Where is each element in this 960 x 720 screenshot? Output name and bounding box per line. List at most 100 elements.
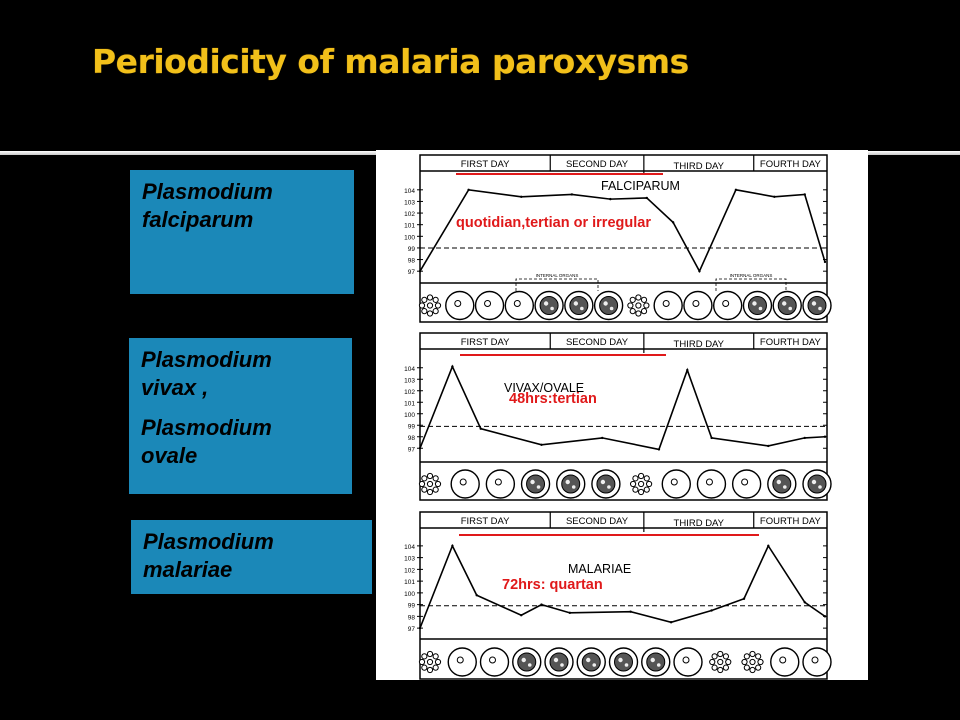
- temperature-point: [451, 544, 454, 548]
- blood-cell-dark: [772, 290, 802, 321]
- blood-cell-cluster: [629, 472, 653, 496]
- merozoite: [418, 480, 426, 488]
- merozoite: [418, 658, 426, 666]
- blood-cell-dark: [593, 290, 624, 321]
- merozoite: [421, 653, 428, 660]
- merozoite: [643, 475, 650, 482]
- y-tick-label: 103: [404, 199, 415, 206]
- ring-parasite: [670, 478, 678, 486]
- schizont: [646, 652, 666, 672]
- temperature-point: [823, 615, 827, 618]
- species-title: VIVAX/OVALE: [504, 381, 584, 395]
- schizont: [772, 474, 792, 494]
- ring-parasite: [692, 300, 700, 307]
- species-title: MALARIAE: [568, 562, 631, 576]
- label-falciparum: Plasmodium falciparum: [130, 170, 354, 294]
- ring-parasite: [722, 300, 730, 307]
- temperature-point: [803, 601, 806, 604]
- temperature-point: [710, 609, 713, 612]
- merozoite: [637, 472, 645, 480]
- merozoite: [434, 302, 442, 309]
- blood-cell-dark: [512, 647, 542, 677]
- merozoite: [426, 650, 434, 658]
- schizont-spot: [530, 479, 535, 485]
- schizont: [569, 296, 589, 315]
- schizont-spot: [550, 306, 554, 311]
- day-label: FIRST DAY: [461, 516, 510, 527]
- y-tick-label: 98: [408, 258, 416, 265]
- temperature-point: [540, 603, 543, 606]
- schizont: [517, 652, 537, 672]
- y-tick-label: 102: [404, 389, 415, 396]
- blood-cell-ring: [447, 647, 477, 677]
- schizont-spot: [560, 663, 564, 667]
- label-line: Plasmodium: [142, 179, 273, 204]
- temperature-series: [419, 364, 826, 451]
- merozoite: [717, 658, 724, 666]
- schizont-spot: [624, 663, 629, 667]
- schizont: [599, 296, 619, 315]
- y-tick-label: 98: [408, 435, 416, 442]
- merozoite: [749, 650, 756, 658]
- blood-cell-ring: [653, 290, 683, 321]
- ring-parasite: [741, 478, 749, 486]
- merozoite: [627, 302, 634, 309]
- merozoite: [637, 488, 645, 496]
- y-tick-label: 98: [408, 614, 416, 621]
- blood-cell-dark: [591, 469, 621, 499]
- temperature-point: [418, 447, 422, 450]
- internal-organs-bracket: [715, 278, 787, 291]
- blood-cell-dark: [534, 290, 564, 321]
- y-tick-label: 103: [404, 556, 415, 563]
- merozoite: [432, 653, 439, 660]
- schizont-spot: [521, 657, 526, 663]
- chart-panel-2: FIRST DAY SECOND DAY THIRD DAY FOURTH DAY 10…: [404, 332, 832, 501]
- merozoite: [643, 302, 650, 309]
- merozoite: [629, 308, 636, 315]
- y-tick-label: 101: [404, 400, 415, 407]
- blood-cell-ring: [661, 469, 691, 499]
- temperature-point: [475, 594, 478, 597]
- paroxysm-charts: FIRST DAY SECOND DAY THIRD DAY FOURTH DAY 10…: [404, 154, 832, 680]
- blood-cell-ring: [445, 290, 475, 321]
- schizont-spot: [650, 657, 655, 663]
- label-line: Plasmodium: [143, 529, 274, 554]
- schizont-spot: [527, 663, 532, 667]
- merozoite: [643, 486, 650, 493]
- chart-panel-1: FIRST DAY SECOND DAY THIRD DAY FOURTH DAY 10…: [404, 154, 832, 323]
- y-tick-label: 99: [408, 603, 416, 610]
- temperature-point: [773, 195, 776, 198]
- day-label: THIRD DAY: [674, 518, 725, 529]
- blood-cell-cluster: [418, 294, 442, 317]
- y-tick-label: 97: [408, 269, 416, 276]
- schizont: [807, 474, 827, 494]
- schizont: [526, 474, 546, 494]
- blood-cell-ring: [479, 647, 510, 677]
- y-tick-label: 101: [404, 223, 415, 230]
- schizont: [539, 296, 559, 315]
- merozoite: [426, 472, 434, 480]
- temperature-point: [609, 197, 612, 201]
- ring-parasite: [454, 300, 462, 307]
- y-tick-label: 102: [404, 211, 415, 218]
- temperature-point: [669, 621, 673, 624]
- label-line: Plasmodium vivax ,: [141, 347, 272, 400]
- temperature-series: [419, 543, 826, 629]
- schizont-spot: [811, 301, 817, 306]
- merozoite: [434, 480, 442, 488]
- day-label: FIRST DAY: [461, 159, 510, 170]
- schizont-spot: [536, 485, 541, 489]
- schizont-spot: [618, 657, 623, 663]
- periodicity-annotation: quotidian,tertian or irregular: [456, 215, 651, 231]
- blood-cell-dark: [742, 290, 773, 321]
- chart-frame: [419, 154, 828, 323]
- merozoite: [743, 664, 750, 671]
- schizont: [581, 652, 601, 672]
- schizont: [596, 474, 616, 494]
- label-line: malariae: [143, 557, 233, 582]
- blood-cell-ring: [770, 647, 800, 677]
- temperature-point: [418, 269, 422, 273]
- merozoite: [749, 666, 756, 674]
- blood-cell-ring: [731, 469, 762, 499]
- schizont-spot: [600, 479, 606, 485]
